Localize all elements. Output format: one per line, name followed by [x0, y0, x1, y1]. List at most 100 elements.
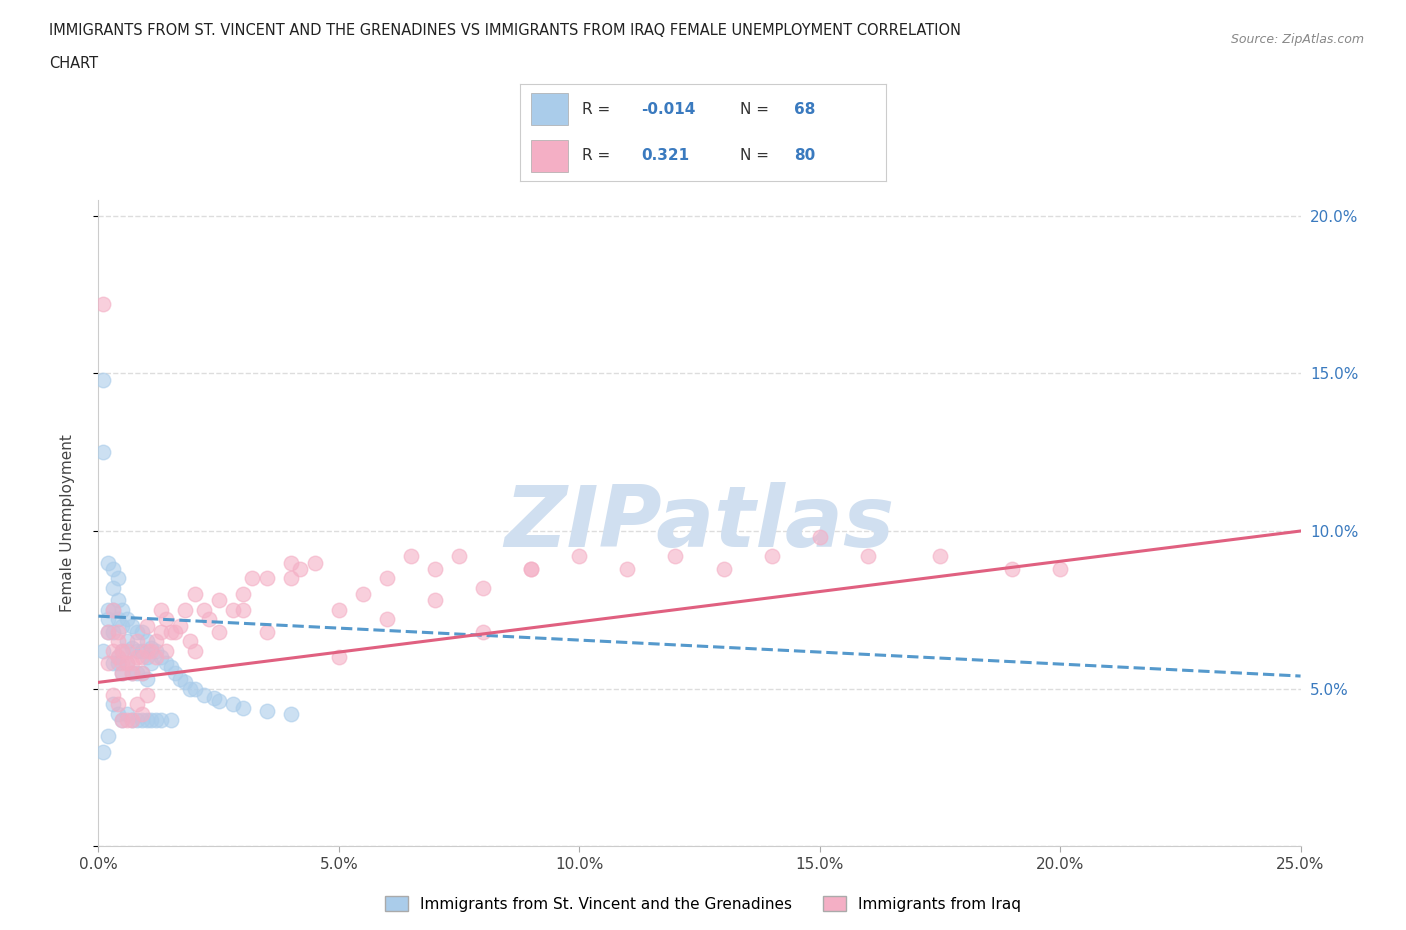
Point: [101, 687, 124, 702]
Point: [208, 694, 231, 709]
Point: [149, 712, 172, 727]
Point: [117, 712, 139, 727]
Point: [159, 659, 181, 674]
Point: [159, 624, 181, 639]
Point: [125, 697, 148, 711]
Point: [111, 618, 134, 633]
Point: [280, 555, 302, 570]
Point: [107, 593, 129, 608]
Point: [472, 624, 495, 639]
Point: [232, 587, 254, 602]
Point: [97, 603, 120, 618]
Point: [208, 593, 231, 608]
Point: [131, 644, 153, 658]
Point: [131, 666, 153, 681]
Point: [423, 593, 446, 608]
Point: [131, 650, 153, 665]
Point: [169, 618, 191, 633]
Point: [107, 650, 129, 665]
Point: [91, 744, 114, 759]
Point: [179, 681, 201, 696]
Point: [135, 644, 157, 658]
Point: [135, 634, 157, 649]
Point: [121, 640, 143, 655]
Point: [101, 697, 124, 711]
Y-axis label: Female Unemployment: Female Unemployment: [60, 434, 75, 612]
Point: [568, 549, 591, 564]
Point: [111, 712, 134, 727]
Point: [141, 640, 163, 655]
Point: [208, 624, 231, 639]
Point: [240, 571, 263, 586]
Text: 80: 80: [794, 149, 815, 164]
Point: [174, 603, 197, 618]
Point: [222, 603, 245, 618]
Point: [125, 666, 148, 681]
Point: [121, 712, 143, 727]
Point: [183, 587, 205, 602]
Point: [107, 656, 129, 671]
Point: [131, 707, 153, 722]
Point: [713, 562, 735, 577]
Point: [97, 612, 120, 627]
Point: [183, 681, 205, 696]
Point: [97, 624, 120, 639]
Point: [91, 644, 114, 658]
Point: [202, 691, 225, 706]
Point: [97, 555, 120, 570]
Point: [107, 624, 129, 639]
Point: [97, 656, 120, 671]
Point: [928, 549, 950, 564]
Point: [664, 549, 686, 564]
Point: [155, 656, 177, 671]
Point: [125, 634, 148, 649]
Point: [472, 580, 495, 595]
Point: [101, 644, 124, 658]
Point: [101, 603, 124, 618]
Point: [125, 712, 148, 727]
Point: [423, 562, 446, 577]
Point: [107, 697, 129, 711]
Point: [97, 728, 120, 743]
Point: [520, 562, 543, 577]
Point: [135, 687, 157, 702]
Point: [121, 712, 143, 727]
Point: [375, 571, 398, 586]
Point: [101, 580, 124, 595]
Point: [232, 603, 254, 618]
Point: [131, 666, 153, 681]
Point: [117, 656, 139, 671]
Point: [91, 372, 114, 387]
Point: [165, 666, 187, 681]
Point: [179, 634, 201, 649]
Point: [145, 712, 167, 727]
Point: [447, 549, 470, 564]
Point: [117, 707, 139, 722]
Point: [256, 571, 278, 586]
Point: [1001, 562, 1024, 577]
Point: [107, 612, 129, 627]
Text: IMMIGRANTS FROM ST. VINCENT AND THE GRENADINES VS IMMIGRANTS FROM IRAQ FEMALE UN: IMMIGRANTS FROM ST. VINCENT AND THE GREN…: [49, 23, 962, 38]
Text: CHART: CHART: [49, 56, 98, 71]
Point: [145, 650, 167, 665]
Point: [111, 666, 134, 681]
Point: [198, 612, 221, 627]
Point: [165, 624, 187, 639]
Point: [111, 644, 134, 658]
Point: [141, 644, 163, 658]
Point: [117, 612, 139, 627]
Point: [328, 650, 350, 665]
Point: [107, 634, 129, 649]
Point: [399, 549, 422, 564]
Point: [101, 624, 124, 639]
Point: [101, 656, 124, 671]
Point: [121, 656, 143, 671]
Point: [375, 612, 398, 627]
Point: [135, 712, 157, 727]
Point: [117, 634, 139, 649]
Point: [145, 634, 167, 649]
Point: [107, 707, 129, 722]
Point: [174, 675, 197, 690]
Point: [193, 687, 215, 702]
Point: [183, 644, 205, 658]
